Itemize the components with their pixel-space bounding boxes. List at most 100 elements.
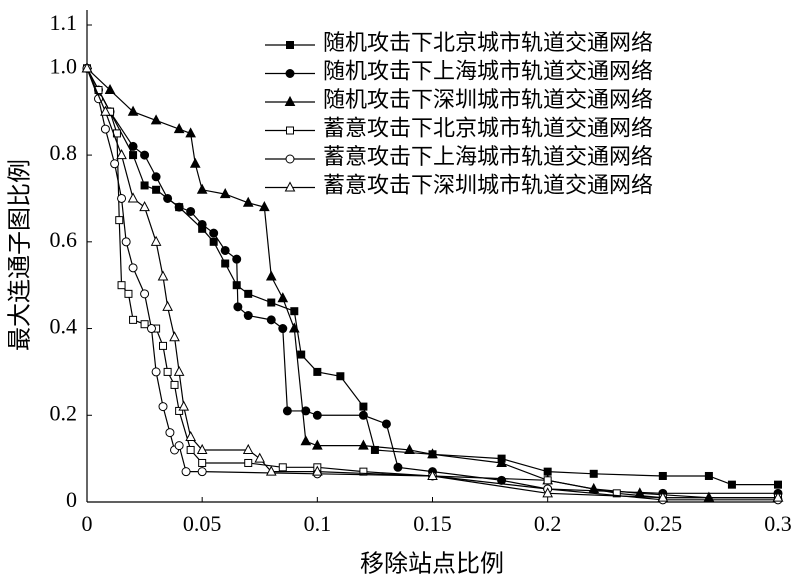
marker	[185, 127, 196, 138]
y-tick-label: 0.4	[50, 314, 78, 339]
marker	[186, 445, 195, 454]
marker	[169, 331, 180, 342]
marker	[173, 365, 185, 376]
marker	[232, 254, 242, 264]
marker	[158, 402, 168, 412]
marker	[267, 298, 276, 307]
marker	[157, 270, 169, 281]
marker	[220, 245, 230, 255]
marker	[100, 105, 111, 116]
marker	[174, 202, 184, 212]
y-tick-label: 0.8	[50, 140, 78, 165]
marker	[284, 181, 296, 192]
legend-label: 随机攻击下上海城市轨道交通网络	[323, 59, 653, 84]
marker	[116, 149, 127, 160]
marker	[175, 406, 184, 415]
marker	[173, 123, 185, 134]
marker	[265, 465, 277, 476]
marker	[128, 141, 138, 151]
y-tick-label: 0	[66, 487, 77, 512]
marker	[170, 380, 179, 389]
marker	[312, 410, 322, 420]
x-tick-label: 0.1	[304, 511, 332, 536]
x-tick-label: 0.05	[183, 511, 222, 536]
marker	[162, 300, 173, 311]
marker	[196, 183, 208, 194]
marker	[115, 216, 124, 225]
marker	[312, 465, 323, 476]
marker	[181, 467, 191, 477]
marker	[543, 476, 552, 485]
marker	[152, 185, 161, 194]
y-tick-label: 1.1	[50, 10, 78, 35]
marker	[772, 491, 784, 502]
marker	[163, 193, 173, 203]
legend-label: 蓄意攻击下深圳城市轨道交通网络	[323, 173, 653, 198]
marker	[128, 263, 138, 273]
marker	[243, 311, 253, 321]
series-line	[86, 68, 778, 494]
marker	[427, 469, 438, 480]
marker	[278, 463, 287, 472]
marker	[196, 443, 208, 454]
marker	[163, 367, 172, 376]
marker	[359, 402, 368, 411]
marker	[589, 469, 598, 478]
marker	[703, 491, 715, 502]
marker	[165, 428, 175, 438]
marker	[336, 372, 345, 381]
y-tick-label: 0.2	[50, 400, 78, 425]
marker	[150, 114, 162, 125]
marker	[300, 435, 312, 446]
marker	[277, 292, 289, 303]
marker	[209, 237, 218, 246]
marker	[496, 456, 507, 467]
x-tick-label: 0	[82, 511, 93, 536]
marker	[151, 367, 161, 377]
marker	[139, 201, 150, 212]
marker	[150, 235, 162, 246]
marker	[185, 430, 196, 441]
x-tick-label: 0.2	[534, 511, 562, 536]
marker	[381, 419, 391, 429]
marker	[265, 270, 277, 281]
marker	[127, 105, 139, 116]
legend-label: 蓄意攻击下上海城市轨道交通网络	[323, 144, 653, 169]
y-axis-label: 最大连通子图比例	[7, 159, 34, 351]
marker	[393, 462, 403, 472]
marker	[286, 41, 294, 49]
marker	[657, 491, 669, 502]
marker	[282, 406, 292, 416]
marker	[117, 281, 126, 290]
marker	[129, 315, 138, 324]
marker	[244, 458, 253, 467]
marker	[266, 315, 276, 325]
marker	[704, 471, 713, 480]
marker	[301, 406, 311, 416]
marker	[312, 439, 323, 450]
marker	[286, 126, 294, 135]
legend-label: 随机攻击下北京城市轨道交通网络	[323, 30, 653, 55]
marker	[427, 448, 438, 459]
marker	[774, 480, 782, 489]
marker	[140, 181, 149, 190]
marker	[117, 193, 127, 203]
legend-label: 蓄意攻击下北京城市轨道交通网络	[323, 116, 653, 141]
marker	[244, 289, 253, 298]
marker	[358, 439, 369, 450]
marker	[189, 157, 201, 168]
marker	[254, 452, 266, 463]
marker	[290, 307, 299, 316]
marker	[197, 219, 207, 229]
marker	[285, 69, 295, 78]
marker	[313, 367, 322, 376]
marker	[542, 487, 553, 498]
y-tick-label: 1.0	[50, 53, 78, 78]
marker	[285, 154, 295, 164]
marker	[129, 151, 138, 160]
marker	[278, 324, 288, 334]
marker	[259, 201, 270, 212]
marker	[297, 350, 306, 359]
x-tick-label: 0.25	[644, 511, 683, 536]
